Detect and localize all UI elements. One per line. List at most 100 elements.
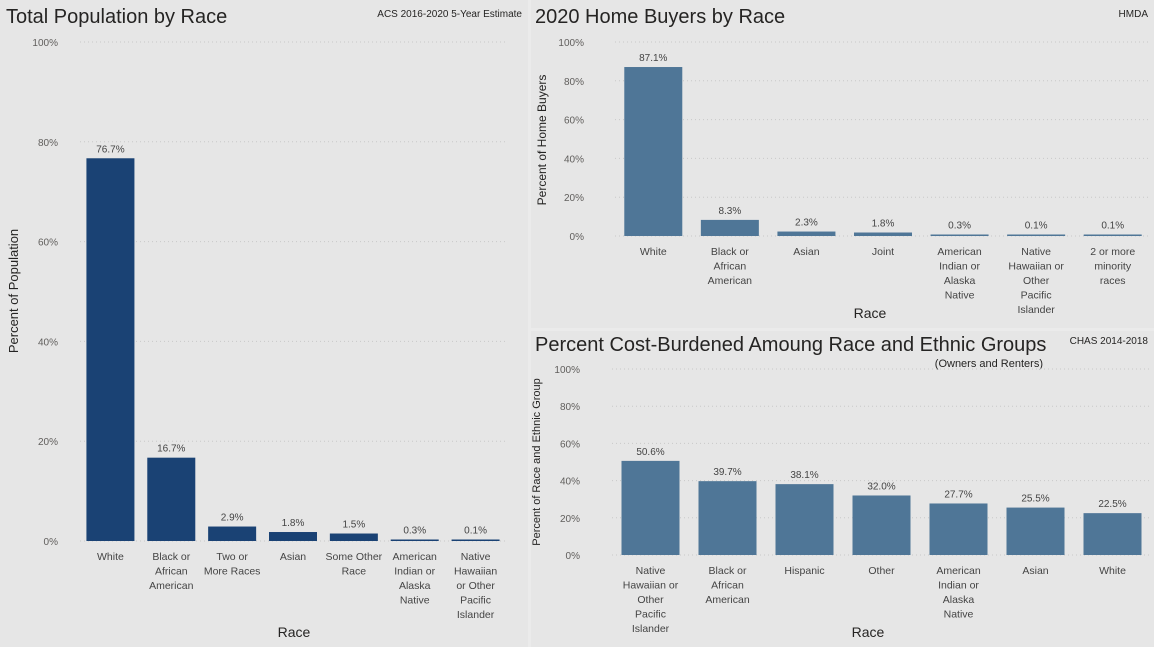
bar-american-indian-or-alaska-native[interactable]: [929, 503, 988, 555]
x-category-label: Hispanic: [784, 565, 824, 577]
y-tick-label: 100%: [554, 365, 580, 376]
y-tick-label: 60%: [38, 238, 58, 249]
y-tick-label: 40%: [564, 154, 584, 165]
x-category-label: American Indian or Alaska Native: [936, 565, 981, 621]
y-axis-title: Percent of Population: [6, 229, 21, 353]
y-tick-label: 60%: [564, 116, 584, 127]
cost-burden-source-label: CHAS 2014-2018: [1069, 336, 1148, 347]
population-chart-title: Total Population by Race: [6, 6, 228, 28]
y-tick-label: 0%: [44, 537, 59, 548]
bar-black-or-african-american[interactable]: [698, 481, 757, 555]
x-category-label: American Indian or Alaska Native: [937, 246, 982, 302]
y-tick-label: 40%: [560, 477, 580, 488]
x-category-label: Two or More Races: [204, 551, 261, 578]
data-label: 39.7%: [713, 467, 741, 478]
bar-american-indian-or-alaska-native[interactable]: [390, 539, 439, 542]
bar-white[interactable]: [624, 67, 683, 236]
y-axis-title: Percent of Home Buyers: [535, 75, 549, 206]
cost-burden-bar-chart: 0% 20% 40% 60% 80% 100% 50.6% Native Hawaiian or…: [531, 365, 1151, 640]
y-tick-label: 20%: [560, 514, 580, 525]
bar-2-or-more-minority-races[interactable]: [1083, 234, 1142, 237]
bar-asian[interactable]: [269, 532, 317, 541]
y-tick-label: 20%: [38, 437, 58, 448]
bar-native-hawaiian-or-other-pacific-islander[interactable]: [621, 460, 680, 555]
data-label: 16.7%: [157, 444, 185, 455]
y-tick-label: 40%: [38, 337, 58, 348]
bar-american-indian-or-alaska-native[interactable]: [930, 234, 989, 237]
bar-two-or-more-races[interactable]: [208, 526, 257, 541]
home-buyers-chart-title: 2020 Home Buyers by Race: [535, 6, 786, 28]
y-axis-title: Percent of Race and Ethnic Group: [531, 378, 543, 546]
x-axis-title: Race: [854, 305, 887, 321]
data-label: 8.3%: [718, 206, 741, 217]
data-label: 87.1%: [639, 53, 667, 64]
home-buyers-source-label: HMDA: [1118, 9, 1148, 20]
bar-hispanic[interactable]: [775, 484, 834, 555]
gridlines: [80, 41, 506, 542]
gridlines: [615, 41, 1151, 237]
y-tick-label: 0%: [570, 232, 585, 243]
x-category-label: Asian: [793, 246, 819, 258]
data-label: 2.9%: [221, 513, 244, 524]
population-panel: Total Population by Race ACS 2016-2020 5…: [0, 0, 528, 647]
y-tick-label: 80%: [564, 77, 584, 88]
x-category-label: Asian: [280, 551, 306, 563]
data-label: 25.5%: [1021, 494, 1049, 505]
bar-other[interactable]: [852, 495, 911, 555]
data-label: 27.7%: [944, 489, 972, 500]
y-tick-label: 80%: [38, 138, 58, 149]
bar-black-or-african-american[interactable]: [700, 219, 759, 236]
x-category-label: Some Other Race: [326, 551, 383, 578]
data-label: 50.6%: [636, 447, 664, 458]
data-label: 32.0%: [867, 481, 895, 492]
data-label: 1.5%: [342, 520, 365, 531]
x-category-label: White: [1099, 565, 1126, 577]
bar-joint[interactable]: [854, 232, 912, 236]
y-tick-label: 100%: [558, 38, 584, 49]
bar-asian[interactable]: [1006, 507, 1065, 555]
data-label: 0.3%: [403, 526, 426, 537]
cost-burden-subtitle: (Owners and Renters): [934, 358, 1043, 370]
x-category-label: Native Hawaiian or Other Pacific Islander: [454, 551, 497, 621]
population-source-label: ACS 2016-2020 5-Year Estimate: [377, 9, 522, 20]
bar-native-hawaiian-or-other-pacific-islander[interactable]: [1007, 234, 1066, 237]
home-buyers-panel: 2020 Home Buyers by Race HMDA 0% 20% 40% 60…: [531, 0, 1154, 328]
data-label: 2.3%: [795, 218, 818, 229]
x-category-label: American Indian or Alaska Native: [393, 551, 438, 607]
x-category-label: Black or African American: [705, 565, 750, 606]
x-axis-title: Race: [278, 624, 311, 640]
x-category-label: Black or African American: [149, 551, 194, 592]
population-bar-chart: 0% 20% 40% 60% 80% 100% 76.7% White 16.7% Black o…: [6, 38, 506, 640]
x-category-label: 2 or more minority races: [1090, 246, 1135, 287]
x-axis-title: Race: [852, 624, 885, 640]
bar-white[interactable]: [1083, 513, 1142, 555]
cost-burden-chart-title: Percent Cost-Burdened Amoung Race and Et…: [535, 334, 1047, 356]
y-tick-label: 100%: [32, 38, 58, 49]
y-tick-label: 60%: [560, 439, 580, 450]
bar-native-hawaiian-or-other-pacific-islander[interactable]: [451, 539, 500, 542]
data-label: 0.3%: [948, 221, 971, 232]
x-category-label: Asian: [1022, 565, 1048, 577]
bar-black-or-african-american[interactable]: [147, 457, 196, 541]
x-category-label: Other: [868, 565, 895, 577]
data-label: 38.1%: [790, 470, 818, 481]
data-label: 76.7%: [96, 144, 124, 155]
y-tick-label: 80%: [560, 402, 580, 413]
data-label: 1.8%: [872, 219, 895, 230]
bar-some-other-race[interactable]: [329, 533, 378, 541]
x-category-label: Black or African American: [708, 246, 753, 287]
data-label: 0.1%: [464, 526, 487, 537]
bar-asian[interactable]: [777, 231, 836, 236]
bar-white[interactable]: [86, 158, 135, 541]
x-category-label: Native Hawaiian or Other Pacific Islander: [623, 565, 679, 635]
data-label: 22.5%: [1098, 499, 1126, 510]
x-category-label: White: [97, 551, 124, 563]
y-tick-label: 20%: [564, 193, 584, 204]
x-category-label: White: [640, 246, 667, 258]
y-tick-label: 0%: [566, 551, 581, 562]
home-buyers-bar-chart: 0% 20% 40% 60% 80% 100% 87.1% White 8.3% Black or…: [535, 38, 1151, 321]
cost-burden-panel: Percent Cost-Burdened Amoung Race and Et…: [531, 331, 1154, 647]
x-category-label: Joint: [872, 246, 894, 258]
x-category-label: Native Hawaiian or Other Pacific Islander: [1008, 246, 1064, 316]
data-label: 1.8%: [282, 518, 305, 529]
